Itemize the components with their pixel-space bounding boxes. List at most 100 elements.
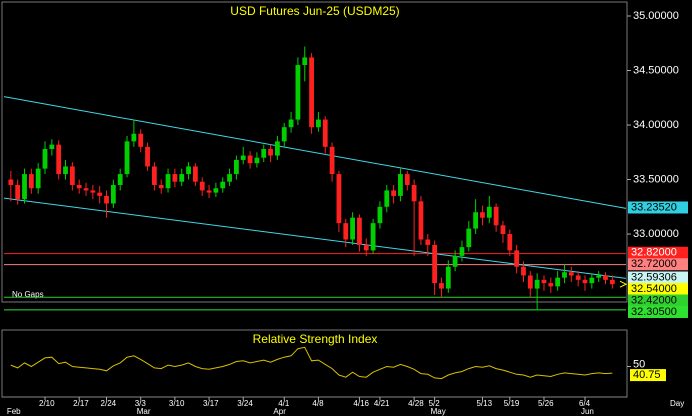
- candle-body: [418, 201, 424, 240]
- y-tick-label: 34.50000: [633, 64, 679, 76]
- candle-body: [49, 144, 55, 150]
- candle-body: [213, 188, 219, 193]
- x-unit-label: Day: [670, 399, 684, 408]
- candle-body: [527, 275, 533, 289]
- candle-body: [493, 206, 499, 226]
- price-tag: 32.82000: [631, 247, 677, 259]
- candle-body: [404, 174, 410, 185]
- x-tick-label: 4/1: [278, 399, 290, 408]
- price-tag-bg: [628, 258, 688, 271]
- rsi-tick-label: 50: [633, 358, 645, 370]
- candle-body: [439, 283, 444, 289]
- rsi-tag-bg: [630, 369, 666, 382]
- candle-body: [179, 174, 185, 182]
- channel-line: [3, 96, 627, 209]
- candle-body: [281, 127, 287, 142]
- candle-body: [28, 174, 34, 189]
- candle-body: [521, 266, 526, 276]
- price-tag: 32.30500: [631, 306, 677, 318]
- candle-body: [466, 228, 472, 248]
- candle-body: [473, 212, 479, 229]
- x-tick-label: 2/24: [101, 399, 117, 408]
- candle-body: [377, 206, 383, 224]
- candle-body: [302, 57, 308, 66]
- candle-body: [165, 174, 171, 189]
- x-tick-label: 6/4: [579, 399, 591, 408]
- candle-body: [357, 217, 362, 245]
- candle-body: [192, 166, 198, 182]
- candle-body: [220, 181, 226, 189]
- candle-body: [172, 174, 178, 182]
- candle-body: [227, 174, 232, 182]
- rsi-tag: 40.75: [633, 369, 661, 381]
- candle-body: [370, 223, 376, 251]
- candle-body: [206, 190, 212, 193]
- candle-body: [15, 184, 21, 200]
- candle-body: [158, 184, 164, 189]
- candle-body: [186, 166, 191, 175]
- candle-body: [138, 133, 144, 147]
- candle-body: [391, 190, 396, 196]
- candle-body: [548, 283, 554, 287]
- price-tag-bg: [628, 283, 688, 295]
- candle-body: [541, 279, 547, 284]
- month-label: May: [431, 407, 446, 416]
- candle-body: [507, 234, 513, 251]
- x-tick-label: 4/8: [312, 399, 324, 408]
- x-tick-label: 3/24: [237, 399, 253, 408]
- candle-body: [151, 166, 157, 185]
- x-tick-label: 3/17: [203, 399, 219, 408]
- channel-line: [3, 197, 627, 279]
- candle-body: [350, 217, 355, 240]
- candle-body: [35, 168, 41, 189]
- candle-body: [343, 223, 349, 240]
- candle-body: [110, 184, 116, 204]
- candle-body: [322, 119, 328, 147]
- price-tag: 32.72000: [631, 258, 677, 270]
- candle-body: [555, 277, 561, 287]
- x-tick-label: 4/16: [353, 399, 369, 408]
- candle-body: [131, 133, 137, 142]
- price-tag: 32.59306: [631, 271, 677, 283]
- price-tag-bg: [628, 246, 688, 259]
- candle-body: [69, 166, 75, 185]
- x-tick-label: 5/26: [538, 399, 554, 408]
- candle-body: [445, 266, 451, 289]
- candle-body: [384, 190, 390, 207]
- y-tick-label: 33.00000: [633, 228, 679, 240]
- candle-body: [603, 275, 608, 280]
- candle-body: [268, 149, 273, 156]
- price-tag-bg: [628, 271, 688, 284]
- price-pane-frame: [1, 1, 628, 303]
- rsi-line: [10, 346, 613, 380]
- x-tick-label: 4/21: [374, 399, 390, 408]
- candle-body: [240, 155, 246, 160]
- candle-body: [63, 166, 68, 175]
- month-label: Feb: [7, 407, 21, 416]
- candle-body: [575, 275, 581, 280]
- candle-body: [329, 146, 335, 175]
- candle-body: [596, 275, 602, 278]
- candle-body: [22, 174, 27, 200]
- candle-body: [589, 277, 595, 284]
- rsi-title: Relative Strength Index: [253, 332, 378, 346]
- candle-body: [97, 192, 103, 196]
- candle-body: [8, 179, 14, 185]
- candle-body: [336, 174, 342, 224]
- month-label: Apr: [273, 407, 286, 416]
- y-tick-label: 34.00000: [633, 119, 679, 131]
- chart-title: USD Futures Jun-25 (USDM25): [230, 4, 399, 18]
- candle-body: [562, 272, 567, 278]
- candle-body: [316, 119, 321, 128]
- price-tag: 33.23520: [631, 201, 677, 213]
- price-tag-bg: [628, 306, 688, 318]
- candle-body: [425, 239, 431, 245]
- month-label: Mar: [137, 407, 151, 416]
- month-label: Jun: [581, 407, 594, 416]
- x-tick-label: 3/3: [135, 399, 147, 408]
- price-tag-bg: [628, 201, 688, 214]
- last-price-arrow: [619, 280, 628, 288]
